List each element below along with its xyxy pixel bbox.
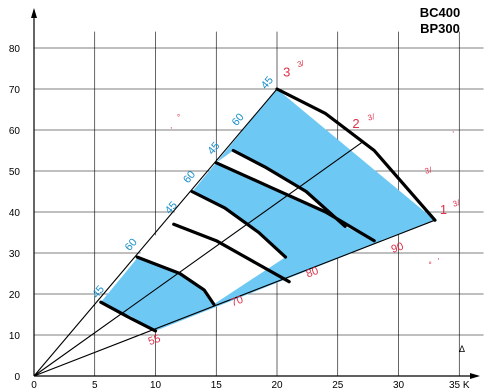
y-tick-label: 0 <box>14 372 20 383</box>
x-tick-label: 20 <box>271 380 283 389</box>
y-axis-arrow <box>31 8 37 18</box>
white-band <box>216 150 375 241</box>
y-tick-label: 60 <box>9 126 21 137</box>
fragment-mark: , <box>452 125 454 134</box>
ray-unit-label: 3/ <box>424 165 434 176</box>
curve-value-label: 55 <box>147 333 163 348</box>
curves <box>99 87 437 333</box>
x-tick-label: 10 <box>150 380 162 389</box>
ray-line <box>33 88 278 377</box>
curve-line <box>99 300 158 333</box>
model-label-bc400: BC400 <box>420 5 460 20</box>
curve-end-label: 60 <box>123 236 140 253</box>
x-tick-label: 15 <box>211 380 223 389</box>
labels: 0 5 10 15 20 25 30 35 K010203040506070804560456… <box>9 44 470 389</box>
fragment-mark: , <box>437 252 439 261</box>
curve-line <box>172 222 291 284</box>
ray-label: 3 <box>283 65 290 80</box>
y-tick-label: 80 <box>9 44 21 55</box>
rays <box>33 88 436 377</box>
axes <box>31 8 480 379</box>
x-axis-symbol: Δ <box>459 344 465 354</box>
fragment-mark: , <box>170 121 172 130</box>
curve-line <box>275 87 437 222</box>
y-tick-label: 40 <box>9 208 21 219</box>
y-tick-label: 10 <box>9 331 21 342</box>
fragment-mark: ° <box>177 113 180 122</box>
x-tick-label: 0 <box>31 380 37 389</box>
curve-value-label: 90 <box>390 240 406 255</box>
curve-line <box>231 148 347 228</box>
x-tick-label: 5 <box>92 380 98 389</box>
curve-line <box>135 255 216 306</box>
ray-unit-label: 3/ <box>296 59 306 70</box>
x-tick-label: 30 <box>393 380 405 389</box>
curve-end-label: 60 <box>230 111 247 128</box>
y-tick-label: 30 <box>9 249 21 260</box>
x-tick-label: 25 <box>332 380 344 389</box>
curve-line <box>214 161 376 243</box>
x-axis-arrow <box>470 373 480 379</box>
curve-value-label: 80 <box>305 265 321 280</box>
curve-line <box>190 189 288 259</box>
y-tick-label: 70 <box>9 85 21 96</box>
model-label-bp300: BP300 <box>420 21 460 36</box>
curve-end-label: 45 <box>205 140 222 157</box>
fragment-mark: ° <box>428 260 431 269</box>
x-tick-label: 35 K <box>449 380 470 389</box>
ray-label: 1 <box>440 202 447 217</box>
ray-label: 2 <box>352 116 359 131</box>
ray-line <box>33 141 363 377</box>
curve-value-label: 70 <box>229 294 245 309</box>
y-tick-label: 50 <box>9 167 21 178</box>
ray-line <box>33 219 436 377</box>
ray-unit-label: 3/ <box>367 112 377 123</box>
y-tick-label: 20 <box>9 290 21 301</box>
ray-unit-label: 3/ <box>452 198 462 209</box>
white-band <box>137 191 286 305</box>
